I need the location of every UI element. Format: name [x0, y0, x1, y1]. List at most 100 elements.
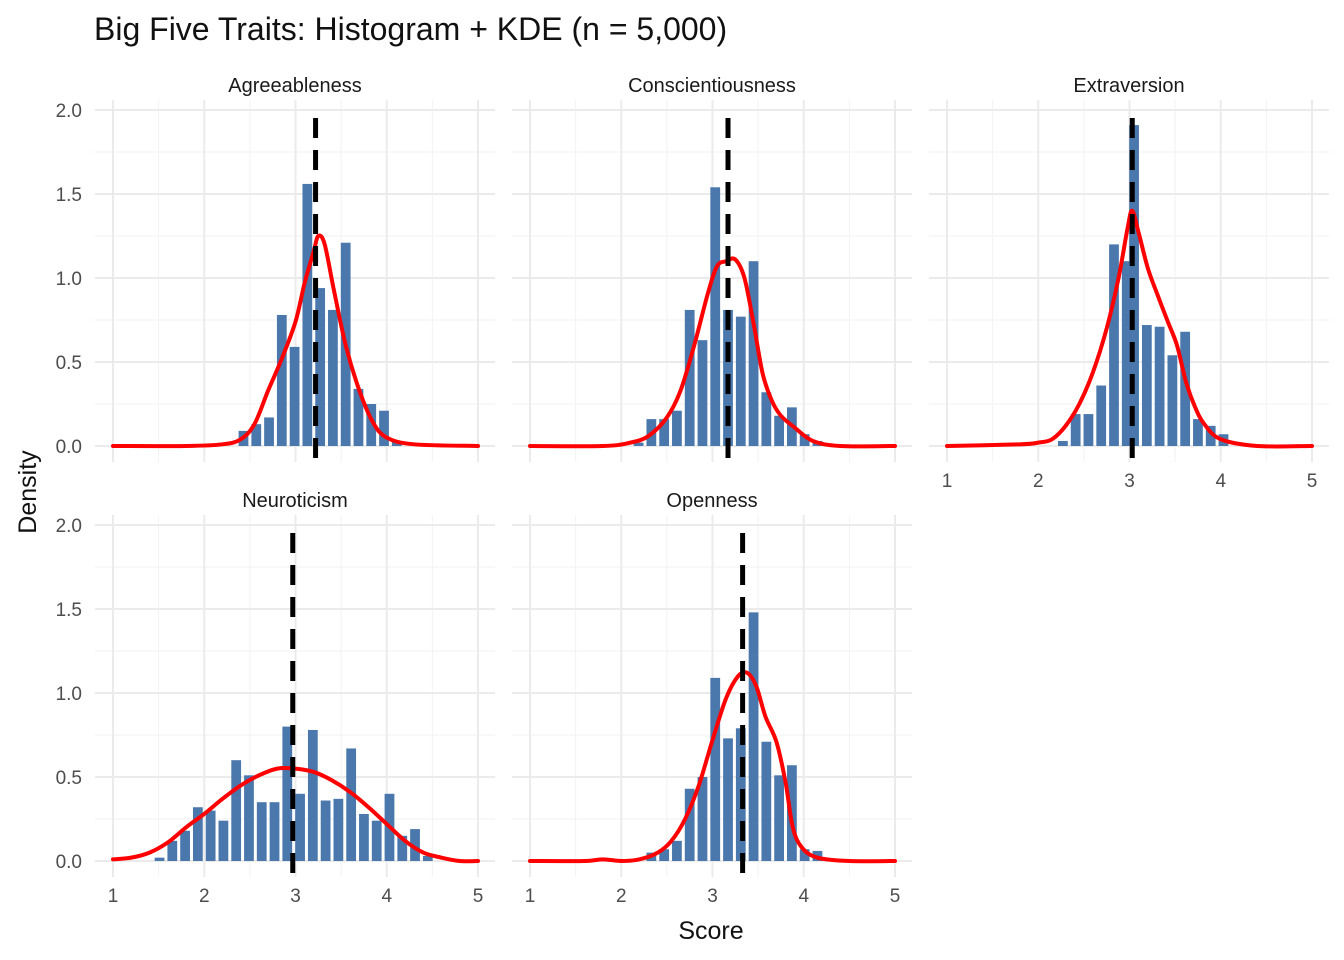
histogram-bar: [1167, 355, 1178, 446]
kde-curve: [945, 208, 1314, 449]
y-tick-label: 2.0: [56, 101, 82, 122]
histogram-bar: [710, 677, 721, 861]
histogram-bar: [1180, 331, 1191, 446]
histogram-bar: [735, 316, 746, 446]
x-tick-label: 2: [616, 886, 627, 907]
x-tick-label: 3: [1124, 471, 1135, 492]
histogram-bar: [295, 793, 305, 861]
panel-conscientiousness: Conscientiousness: [512, 75, 912, 462]
histogram-bar: [192, 807, 203, 861]
x-tick-label: 5: [890, 886, 901, 907]
kde-curve: [528, 670, 897, 864]
kde-curve: [111, 765, 480, 864]
histogram-bar: [231, 760, 242, 861]
y-tick-label: 0.5: [56, 353, 82, 374]
histogram-bar: [761, 741, 772, 861]
x-tick-label: 4: [798, 886, 809, 907]
x-tick-label: 3: [290, 886, 301, 907]
histogram-bar: [218, 820, 229, 861]
histogram-bar: [167, 840, 178, 861]
histogram-bar: [371, 820, 382, 861]
histogram-bar: [397, 835, 408, 861]
histogram-bar: [366, 404, 377, 446]
histogram-bar: [774, 415, 784, 446]
histogram-bar: [633, 442, 644, 446]
y-tick-label: 1.0: [56, 684, 82, 705]
y-tick-label: 2.0: [56, 516, 82, 537]
histogram-bar: [659, 419, 670, 446]
histogram-bar: [672, 840, 682, 861]
x-tick-label: 1: [525, 886, 536, 907]
x-axis-title: Score: [678, 917, 743, 945]
y-tick-label: 0.0: [56, 437, 82, 458]
histogram-bar: [1058, 440, 1068, 446]
histogram-bar: [1141, 325, 1152, 446]
y-tick-label: 1.0: [56, 269, 82, 290]
histogram-bar: [1096, 385, 1107, 446]
histogram-bar: [379, 410, 389, 446]
panel-strip-label: Extraversion: [1073, 75, 1184, 97]
histogram-bar: [276, 314, 287, 446]
histogram-bar: [328, 309, 338, 446]
x-tick-label: 5: [473, 886, 484, 907]
chart-title: Big Five Traits: Histogram + KDE (n = 5,…: [94, 11, 727, 47]
histogram-bar: [244, 775, 254, 861]
x-tick-label: 1: [108, 886, 119, 907]
panel-agreeableness: Agreeableness 0.0 0.5 1.0 1.5 2.0: [56, 75, 495, 462]
histogram-bar: [289, 346, 300, 446]
histogram-bar: [154, 857, 165, 861]
x-tick-label: 5: [1307, 471, 1318, 492]
histogram-bar: [353, 388, 364, 446]
histogram-bar: [264, 417, 274, 446]
histogram-bar: [1121, 261, 1132, 446]
panel-strip-label: Neuroticism: [242, 490, 348, 512]
histogram-bar: [302, 183, 313, 447]
x-tick-label: 2: [1033, 471, 1044, 492]
histogram-bar: [748, 261, 759, 446]
histogram-bar: [1205, 425, 1216, 446]
x-tick-label: 4: [381, 886, 392, 907]
histogram-bar: [320, 800, 331, 861]
histogram-bar: [799, 849, 810, 861]
histogram-bar: [748, 612, 759, 861]
x-tick-label: 3: [707, 886, 718, 907]
histogram-bar: [1193, 419, 1203, 446]
histogram-bar: [307, 729, 318, 861]
panel-strip-label: Conscientiousness: [628, 75, 796, 97]
histogram-bar: [799, 434, 810, 446]
panel-openness: Openness 1 2 3 4 5: [512, 490, 912, 907]
histogram-bar: [761, 392, 772, 446]
x-tick-label: 2: [199, 886, 210, 907]
histogram-bar: [774, 775, 784, 861]
histogram-bar: [256, 802, 267, 861]
histogram-bar: [1070, 414, 1081, 446]
histogram-bar: [346, 748, 357, 861]
histogram-bar: [697, 340, 708, 446]
histogram-bar: [659, 849, 670, 861]
y-tick-label: 0.0: [56, 852, 82, 873]
histogram-bar: [1083, 414, 1094, 446]
panel-extraversion: Extraversion 1 2 3 4 5: [929, 75, 1329, 492]
panel-strip-label: Openness: [666, 490, 757, 512]
histogram-bar: [1109, 244, 1119, 446]
histogram-bar: [684, 309, 695, 446]
histogram-bar: [315, 288, 326, 446]
y-tick-label: 1.5: [56, 185, 82, 206]
x-tick-label: 1: [942, 471, 953, 492]
histogram-bar: [723, 738, 733, 861]
histogram-bar: [359, 813, 369, 861]
histogram-bar: [684, 788, 695, 861]
histogram-bar: [672, 410, 682, 446]
histogram-bar: [710, 187, 721, 446]
histogram-bar: [410, 829, 420, 861]
histogram-bar: [251, 424, 262, 446]
y-tick-label: 1.5: [56, 600, 82, 621]
facet-panels: Agreeableness 0.0 0.5 1.0 1.5 2.0 Conscientiou…: [56, 75, 1329, 907]
panel-neuroticism: Neuroticism 0.0 0.5 1.0 1.5 2.0 1 2 3 4 5: [56, 490, 495, 907]
histogram-bar: [697, 777, 708, 861]
histogram-bar: [205, 810, 216, 861]
histogram-bar: [422, 855, 433, 861]
histogram-bar: [333, 798, 344, 861]
histogram-bar: [1154, 326, 1165, 446]
